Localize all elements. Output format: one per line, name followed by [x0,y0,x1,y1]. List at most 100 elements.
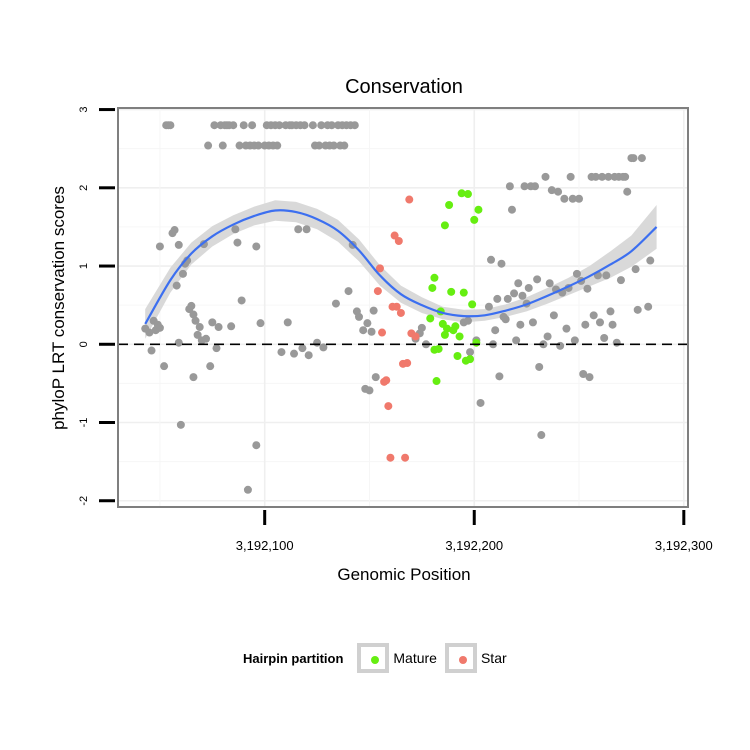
point-other [533,275,542,284]
point-other [172,281,181,290]
point-other [606,307,615,316]
point-other [300,121,309,130]
point-other [575,194,584,203]
point-other [229,121,238,130]
legend-title: Hairpin partition [243,650,344,666]
point-mature [457,189,466,198]
point-other [562,324,571,333]
point-other [371,373,380,382]
point-mature [426,314,435,323]
plot-panel [118,108,688,507]
point-other [547,186,556,195]
point-mature [451,322,460,331]
point-other [155,242,164,251]
point-other [233,238,242,247]
point-other [476,398,485,407]
point-other [531,182,540,191]
point-other [294,225,303,234]
point-other [623,187,632,196]
point-other [507,205,516,214]
point-other [518,291,527,300]
point-other [206,362,215,371]
point-other [273,141,282,150]
point-other [166,121,175,130]
point-other [189,310,198,319]
point-other [275,121,284,130]
star-dot-icon [458,656,467,664]
point-star [382,376,391,385]
point-other [637,154,646,163]
point-other [463,316,472,325]
point-other [570,336,579,345]
point-other [595,318,604,327]
point-other [568,194,577,203]
point-other [160,362,169,371]
point-star [401,453,410,462]
point-other [308,121,317,130]
point-other [612,338,621,347]
point-other [208,318,217,327]
point-star [373,287,382,296]
point-other [315,141,324,150]
point-other [537,431,546,440]
point-other [585,373,594,382]
point-other [170,226,179,235]
point-other [608,320,617,329]
point-mature [459,288,468,297]
point-other [491,326,500,335]
point-other [317,121,326,130]
y-tick-label: 1 [78,263,90,269]
point-other [212,344,221,353]
point-other [304,351,313,360]
point-other [248,121,257,130]
point-other [560,194,569,203]
x-tick-label: 3,192,100 [236,538,294,553]
point-other [340,141,349,150]
point-other [528,318,537,327]
point-other [503,294,512,303]
data-points [141,121,655,494]
point-other [187,301,196,310]
point-other [210,121,219,130]
point-other [239,121,248,130]
point-other [493,294,502,303]
point-mature [453,352,462,361]
point-other [354,312,363,321]
point-other [512,336,521,345]
legend-key-star [444,643,477,673]
point-mature [474,205,483,214]
point-other [644,302,653,311]
point-mature [428,283,437,292]
point-other [183,256,192,265]
point-other [505,182,514,191]
point-other [252,242,261,251]
point-star [394,237,403,245]
point-other [589,311,598,320]
point-other [369,306,378,315]
point-other [237,296,246,305]
x-axis-label: Genomic Position [337,565,470,584]
point-other [629,154,638,163]
point-mature [440,330,449,339]
point-other [501,315,510,324]
point-star [405,195,414,204]
point-other [484,302,493,311]
point-other [604,172,613,181]
point-other [514,279,523,288]
point-other [298,344,307,353]
point-other [495,372,504,381]
point-other [417,323,426,332]
point-other [191,316,200,325]
point-other [520,182,529,191]
smooth-fit-line [144,209,658,325]
y-tick-label: -2 [78,496,90,506]
point-star [411,332,420,341]
point-star [392,302,401,311]
point-other [598,172,607,181]
point-other [363,319,372,328]
point-other [174,338,183,347]
point-star [390,231,399,240]
point-other [327,121,336,130]
point-other [572,269,581,278]
